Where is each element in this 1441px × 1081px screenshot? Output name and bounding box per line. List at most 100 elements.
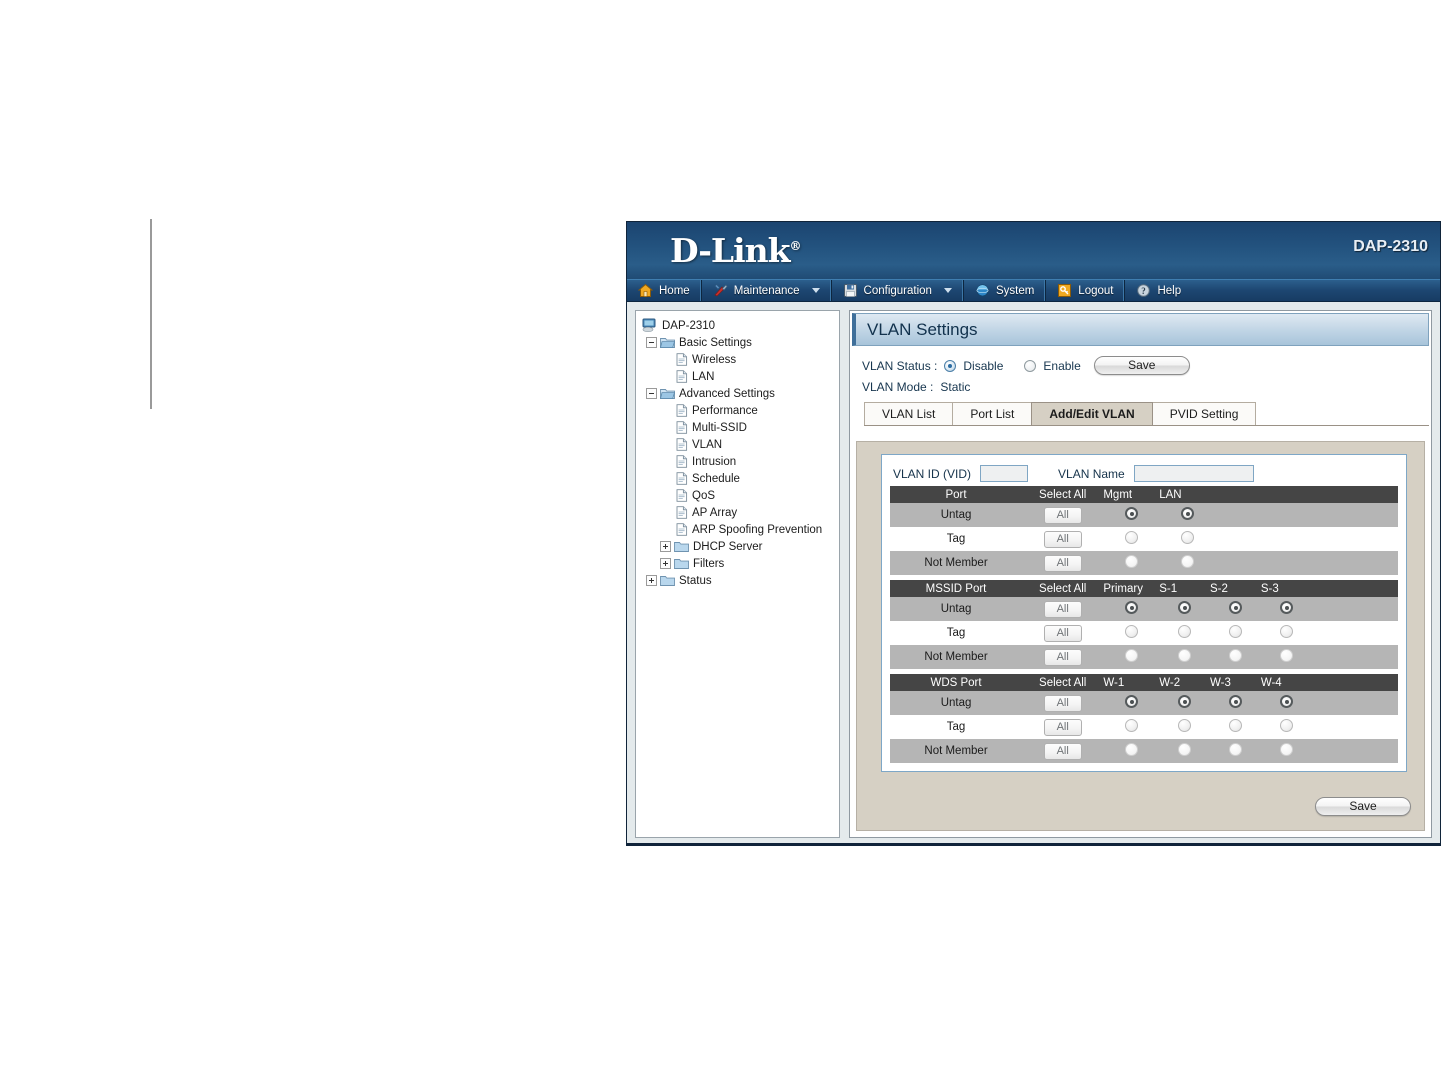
tab-add-edit-vlan[interactable]: Add/Edit VLAN	[1031, 402, 1153, 425]
row-label-not-member: Not Member	[890, 645, 1023, 669]
table-row: Not Member All	[890, 739, 1398, 763]
wds-untag-w4-radio[interactable]	[1279, 695, 1293, 708]
mssid-notmember-s2-radio[interactable]	[1228, 649, 1242, 662]
mssid-notmember-primary-radio[interactable]	[1124, 649, 1138, 662]
select-all-button[interactable]: All	[1043, 506, 1082, 524]
select-all-button[interactable]: All	[1043, 718, 1082, 736]
tab-port-list[interactable]: Port List	[952, 402, 1033, 425]
expand-plus-icon[interactable]	[646, 575, 657, 586]
collapse-minus-icon[interactable]	[646, 337, 657, 348]
sidebar-item-arp-spoofing-prevention[interactable]: ARP Spoofing Prevention	[640, 521, 835, 538]
save-button-top[interactable]: Save	[1093, 356, 1190, 375]
wds-notmember-w4-radio[interactable]	[1279, 743, 1293, 756]
mssid-untag-s2-radio[interactable]	[1228, 601, 1242, 614]
sidebar-item-dap-2310[interactable]: DAP-2310	[640, 317, 835, 334]
vlan-status-disable-label: Disable	[963, 358, 1004, 373]
wds-notmember-w2-radio[interactable]	[1178, 743, 1192, 756]
vlan-status-enable-radio[interactable]	[1024, 359, 1037, 372]
device-icon	[642, 318, 658, 333]
mssid-untag-s3-radio[interactable]	[1279, 601, 1293, 614]
sidebar-item-advanced-settings[interactable]: Advanced Settings	[640, 385, 835, 402]
mssid-tag-primary-radio[interactable]	[1124, 625, 1138, 638]
menu-item-help[interactable]: ? Help	[1125, 280, 1192, 301]
table-row: Tag All	[890, 715, 1398, 739]
folder-icon	[660, 574, 675, 587]
sidebar-item-label: AP Array	[692, 506, 738, 519]
sidebar-item-vlan[interactable]: VLAN	[640, 436, 835, 453]
mssid-notmember-s1-radio[interactable]	[1178, 649, 1192, 662]
tab-pvid-setting[interactable]: PVID Setting	[1151, 402, 1257, 425]
select-all-button[interactable]: All	[1043, 742, 1082, 760]
chevron-down-icon[interactable]	[811, 288, 820, 293]
port-tag-lan-radio[interactable]	[1180, 531, 1194, 544]
radio-cell-s2	[1210, 645, 1261, 669]
sidebar-item-wireless[interactable]: Wireless	[640, 351, 835, 368]
mssid-tag-s1-radio[interactable]	[1178, 625, 1192, 638]
wds-untag-w1-radio[interactable]	[1124, 695, 1138, 708]
mssid-untag-primary-radio[interactable]	[1124, 601, 1138, 614]
chevron-down-icon[interactable]	[943, 288, 952, 293]
menu-item-logout[interactable]: Logout	[1046, 280, 1126, 301]
tab-vlan-list[interactable]: VLAN List	[864, 402, 954, 425]
table-row: Untag All	[890, 691, 1398, 715]
wds-untag-w2-radio[interactable]	[1178, 695, 1192, 708]
sidebar-item-label: Intrusion	[692, 455, 737, 468]
port-notmember-lan-radio[interactable]	[1180, 555, 1194, 568]
globe-icon	[975, 283, 990, 298]
table-header-row: MSSID Port Select All Primary S-1 S-2 S-…	[890, 580, 1398, 597]
mssid-tag-s3-radio[interactable]	[1279, 625, 1293, 638]
port-tag-mgmt-radio[interactable]	[1124, 531, 1138, 544]
expand-plus-icon[interactable]	[660, 541, 671, 552]
sidebar-item-schedule[interactable]: Schedule	[640, 470, 835, 487]
sidebar-item-ap-array[interactable]: AP Array	[640, 504, 835, 521]
dlink-logo-text: D-Link	[670, 231, 791, 270]
port-untag-lan-radio[interactable]	[1180, 507, 1194, 520]
menu-item-configuration[interactable]: Configuration	[832, 280, 964, 301]
select-all-button[interactable]: All	[1043, 530, 1082, 548]
table-row: Untag All	[890, 597, 1398, 621]
menu-item-home[interactable]: Home	[627, 280, 702, 301]
mssid-tag-s2-radio[interactable]	[1228, 625, 1242, 638]
menu-item-maintenance[interactable]: Maintenance	[702, 280, 832, 301]
select-all-button[interactable]: All	[1043, 624, 1082, 642]
select-all-cell: All	[1022, 597, 1104, 621]
wds-notmember-w3-radio[interactable]	[1228, 743, 1242, 756]
select-all-button[interactable]: All	[1043, 600, 1082, 618]
sidebar-item-performance[interactable]: Performance	[640, 402, 835, 419]
vlan-name-input[interactable]	[1133, 465, 1254, 482]
port-notmember-mgmt-radio[interactable]	[1124, 555, 1138, 568]
select-all-button[interactable]: All	[1043, 554, 1082, 572]
select-all-button[interactable]: All	[1043, 694, 1082, 712]
mssid-untag-s1-radio[interactable]	[1178, 601, 1192, 614]
menu-item-system[interactable]: System	[964, 280, 1047, 301]
wds-notmember-w1-radio[interactable]	[1124, 743, 1138, 756]
sidebar-item-qos[interactable]: QoS	[640, 487, 835, 504]
radio-cell-w2	[1159, 739, 1211, 763]
wds-tag-w4-radio[interactable]	[1279, 719, 1293, 732]
vlan-status-disable-radio[interactable]	[944, 359, 957, 372]
row-label-not-member: Not Member	[890, 551, 1023, 575]
svg-text:?: ?	[1142, 286, 1147, 296]
wds-tag-w2-radio[interactable]	[1178, 719, 1192, 732]
wds-tag-w1-radio[interactable]	[1124, 719, 1138, 732]
save-button-bottom[interactable]: Save	[1315, 797, 1411, 816]
wds-tag-w3-radio[interactable]	[1228, 719, 1242, 732]
body-area: DAP-2310 Basic Settings	[627, 302, 1440, 843]
mssid-notmember-s3-radio[interactable]	[1279, 649, 1293, 662]
vlan-id-input[interactable]	[980, 465, 1029, 482]
collapse-minus-icon[interactable]	[646, 388, 657, 399]
sidebar-item-dhcp-server[interactable]: DHCP Server	[640, 538, 835, 555]
select-all-button[interactable]: All	[1043, 648, 1082, 666]
select-all-cell: All	[1022, 621, 1104, 645]
radio-cell-s3	[1260, 597, 1312, 621]
port-untag-mgmt-radio[interactable]	[1124, 507, 1138, 520]
wds-untag-w3-radio[interactable]	[1228, 695, 1242, 708]
sidebar-item-multi-ssid[interactable]: Multi-SSID	[640, 419, 835, 436]
sidebar-item-basic-settings[interactable]: Basic Settings	[640, 334, 835, 351]
sidebar-item-status[interactable]: Status	[640, 572, 835, 589]
sidebar-item-intrusion[interactable]: Intrusion	[640, 453, 835, 470]
expand-plus-icon[interactable]	[660, 558, 671, 569]
sidebar-item-lan[interactable]: LAN	[640, 368, 835, 385]
sidebar-item-filters[interactable]: Filters	[640, 555, 835, 572]
radio-cell-w2	[1159, 691, 1211, 715]
